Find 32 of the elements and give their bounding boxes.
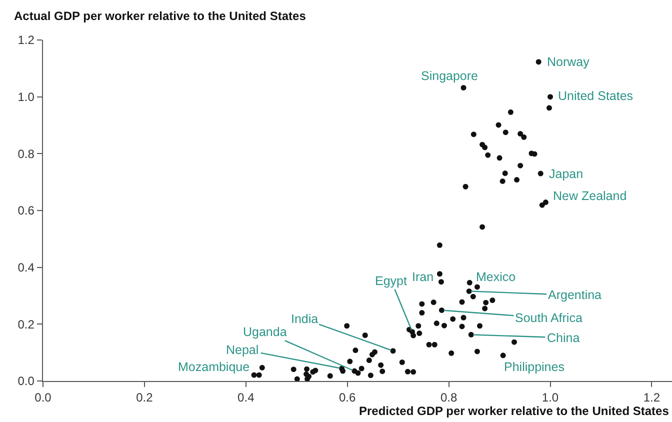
y-tick-label: 0.0 — [18, 374, 35, 388]
annotation: United States — [558, 89, 634, 103]
y-tick-label: 0.4 — [18, 260, 35, 275]
annotation: India — [291, 312, 318, 326]
annotation: Nepal — [226, 343, 259, 357]
annotation: Mexico — [476, 270, 516, 284]
annotation: Philippines — [504, 360, 564, 374]
annotation: South Africa — [515, 311, 582, 325]
x-tick-label: 0.8 — [440, 390, 458, 405]
x-tick-label: 0.0 — [34, 390, 52, 405]
y-axis-title: Actual GDP per worker relative to the United States — [14, 9, 306, 23]
annotation: Mozambique — [178, 360, 250, 374]
x-tick-label: 1.2 — [643, 390, 660, 405]
x-tick-label: 0.4 — [238, 390, 255, 405]
x-tick-label: 0.2 — [136, 390, 154, 405]
annotation: Argentina — [548, 288, 602, 302]
annotation: Egypt — [375, 274, 408, 288]
y-tick-label: 0.8 — [18, 146, 35, 161]
x-axis-title: Predicted GDP per worker relative to the United States — [359, 404, 670, 418]
x-tick-label: 0.6 — [339, 390, 356, 405]
y-tick-label: 0.6 — [18, 204, 35, 218]
annotation: Uganda — [243, 325, 287, 339]
y-tick-label: 0.2 — [18, 317, 35, 332]
annotation: Iran — [412, 270, 434, 284]
y-tick-label: 1.2 — [18, 33, 35, 48]
annotation: Singapore — [421, 69, 478, 83]
x-tick-label: 1.0 — [542, 390, 559, 405]
annotation: Norway — [547, 55, 590, 69]
annotation: New Zealand — [553, 189, 627, 203]
annotation: China — [547, 331, 580, 345]
y-tick-label: 1.0 — [18, 90, 35, 104]
annotation: Japan — [549, 167, 584, 181]
